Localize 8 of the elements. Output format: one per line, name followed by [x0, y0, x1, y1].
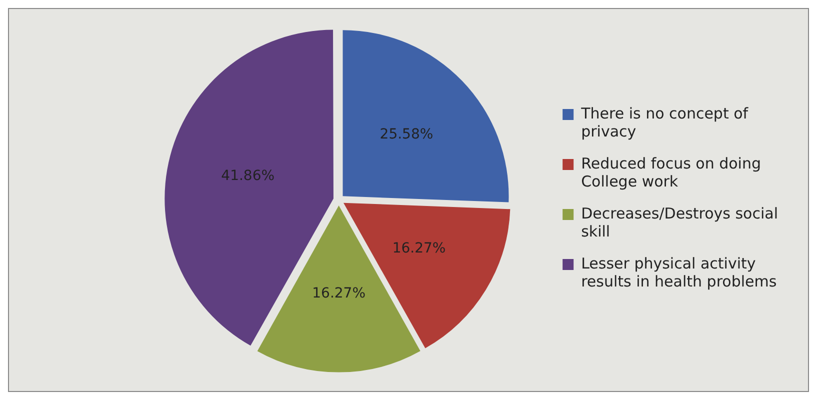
data-label: 16.27% [312, 286, 366, 302]
legend-label: Lesser physical activity results in health problems [581, 254, 777, 290]
data-label: 16.27% [392, 240, 446, 257]
data-label: 41.86% [221, 168, 275, 184]
legend-label: There is no concept of privacy [580, 104, 749, 140]
data-label: 25.58% [380, 126, 434, 142]
legend-label: Decreases/Destroys social skill [581, 204, 778, 240]
legend-label: Reduced focus on doing College work [581, 154, 762, 190]
